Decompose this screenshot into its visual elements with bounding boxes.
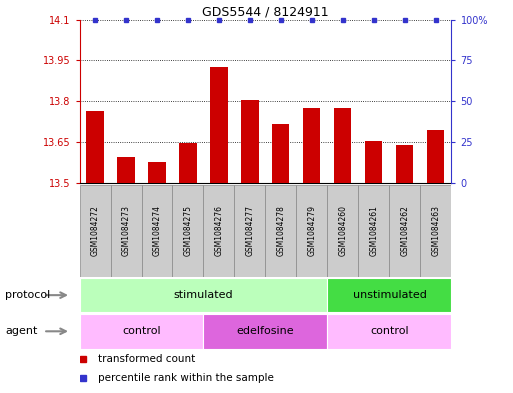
Text: GSM1084275: GSM1084275	[184, 206, 192, 256]
Bar	[87, 111, 104, 183]
Text: GSM1084261: GSM1084261	[369, 206, 379, 256]
Bar	[359, 185, 389, 277]
Text: GSM1084276: GSM1084276	[214, 206, 224, 256]
Text: stimulated: stimulated	[174, 290, 233, 300]
Text: edelfosine: edelfosine	[236, 326, 294, 336]
Bar	[389, 185, 421, 277]
Bar	[265, 185, 297, 277]
Text: GSM1084260: GSM1084260	[339, 206, 347, 256]
Bar	[327, 185, 359, 277]
Text: GSM1084278: GSM1084278	[277, 206, 285, 256]
Text: control: control	[370, 326, 409, 336]
Bar	[172, 185, 204, 277]
Bar	[117, 157, 134, 183]
Bar	[142, 185, 172, 277]
Bar	[421, 185, 451, 277]
Text: GSM1084262: GSM1084262	[401, 206, 409, 256]
Text: percentile rank within the sample: percentile rank within the sample	[98, 373, 274, 383]
Bar	[397, 145, 413, 183]
Bar	[180, 143, 196, 183]
Bar	[148, 162, 166, 183]
Bar	[304, 108, 321, 183]
Bar	[210, 67, 227, 183]
Text: GSM1084279: GSM1084279	[307, 206, 317, 256]
Bar	[334, 108, 351, 183]
Title: GDS5544 / 8124911: GDS5544 / 8124911	[202, 6, 329, 18]
Text: GSM1084277: GSM1084277	[246, 206, 254, 256]
Text: GSM1084263: GSM1084263	[431, 206, 441, 256]
Bar	[204, 314, 327, 349]
Text: control: control	[122, 326, 161, 336]
Text: GSM1084272: GSM1084272	[90, 206, 100, 256]
Bar	[272, 124, 289, 183]
Bar	[80, 185, 110, 277]
Bar	[234, 185, 265, 277]
Bar	[365, 141, 383, 183]
Text: transformed count: transformed count	[98, 354, 195, 364]
Bar	[242, 100, 259, 183]
Text: unstimulated: unstimulated	[352, 290, 426, 300]
Bar	[80, 314, 204, 349]
Bar	[204, 185, 234, 277]
Text: agent: agent	[5, 326, 37, 336]
Text: GSM1084274: GSM1084274	[152, 206, 162, 256]
Bar	[327, 314, 451, 349]
Bar	[427, 130, 444, 183]
Bar	[327, 278, 451, 312]
Text: protocol: protocol	[5, 290, 50, 300]
Text: GSM1084273: GSM1084273	[122, 206, 130, 256]
Bar	[80, 278, 327, 312]
Bar	[110, 185, 142, 277]
Bar	[297, 185, 327, 277]
